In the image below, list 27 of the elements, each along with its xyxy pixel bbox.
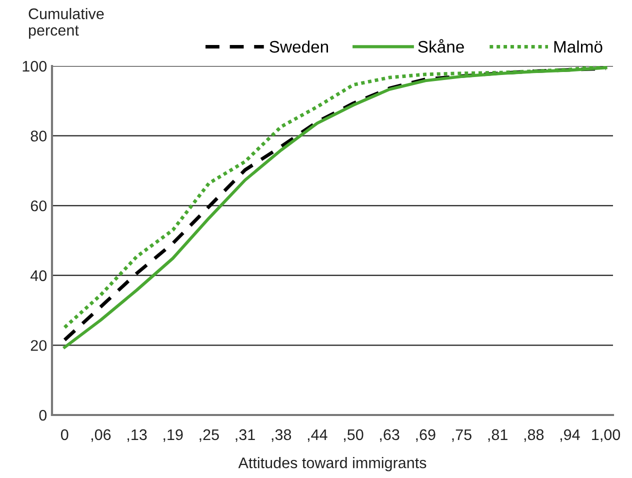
y-tick-label: 100 — [22, 60, 47, 72]
x-tick-label: ,38 — [272, 429, 292, 442]
x-tick-label: ,69 — [416, 429, 436, 442]
legend-label: Sweden — [270, 40, 328, 53]
x-axis-title: Attitudes toward immigrants — [238, 457, 426, 472]
y-tick-label: 40 — [30, 270, 47, 282]
legend-label: Skåne — [418, 39, 464, 53]
x-tick-label: ,44 — [308, 429, 328, 442]
x-tick-label: ,50 — [344, 429, 364, 442]
y-tick-label: 80 — [30, 130, 47, 142]
x-tick-label: ,88 — [524, 429, 544, 442]
x-tick-label: 1,00 — [592, 429, 620, 442]
x-tick-label: ,94 — [560, 429, 580, 442]
x-tick-label: ,63 — [380, 429, 400, 442]
x-tick-label: ,25 — [200, 429, 219, 442]
x-tick-label: ,81 — [488, 429, 508, 442]
y-axis-title: Cumulative percent — [28, 8, 104, 39]
y-tick-label: 20 — [30, 340, 47, 351]
x-tick-label: ,19 — [164, 429, 183, 442]
x-tick-label: ,31 — [236, 429, 255, 442]
legend-label: Malmö — [554, 40, 602, 53]
x-tick-label: ,13 — [128, 429, 147, 442]
y-tick-label: 0 — [39, 410, 47, 421]
x-tick-label: 0 — [60, 429, 68, 440]
x-tick-label: ,75 — [452, 429, 472, 442]
x-tick-label: ,06 — [91, 429, 111, 442]
y-tick-label: 60 — [30, 200, 47, 212]
